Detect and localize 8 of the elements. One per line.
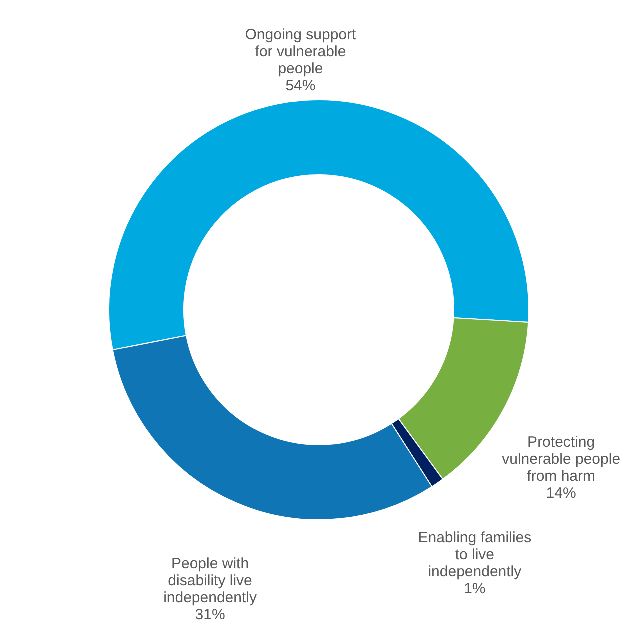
- data-label: 14%: [546, 485, 576, 502]
- slice-label: Enabling families to live independently: [418, 530, 532, 581]
- slice-label: Ongoing support for vulnerable people: [245, 26, 357, 78]
- data-label: 1%: [464, 580, 486, 598]
- data-label: 31%: [195, 606, 226, 622]
- data-label: 54%: [286, 78, 316, 95]
- slice-label: People with disability live independently: [164, 556, 258, 607]
- slice-label: Protecting vulnerable people from harm: [502, 434, 621, 486]
